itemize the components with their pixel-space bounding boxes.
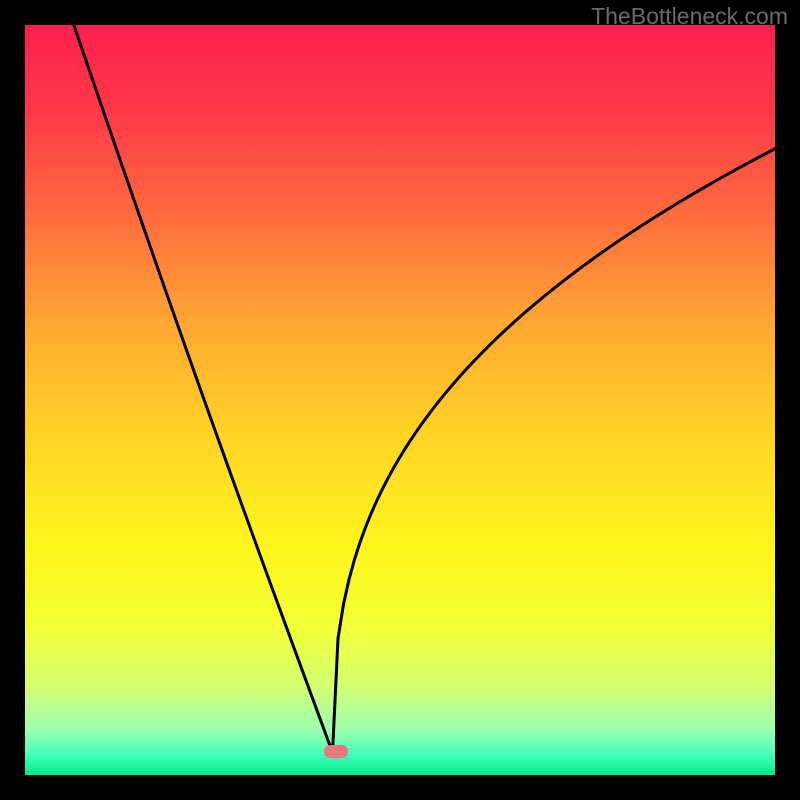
bottleneck-curve [25, 25, 775, 775]
watermark-label: TheBottleneck.com [591, 3, 788, 30]
optimal-point-marker [324, 745, 348, 758]
chart-area [25, 25, 775, 775]
